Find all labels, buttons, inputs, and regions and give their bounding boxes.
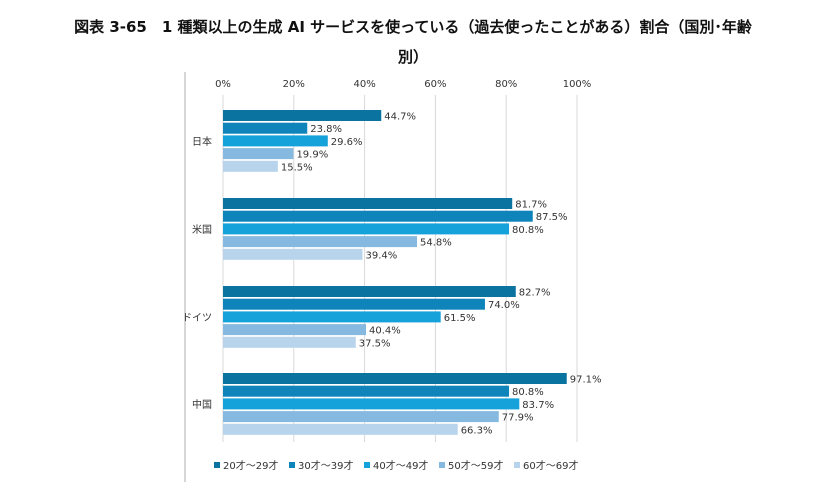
data-label: 54.8% bbox=[420, 238, 452, 249]
data-label: 19.9% bbox=[296, 150, 328, 161]
data-label: 15.5% bbox=[281, 162, 313, 173]
legend-swatch bbox=[439, 462, 445, 468]
data-label: 61.5% bbox=[444, 313, 476, 324]
data-label: 80.8% bbox=[512, 225, 544, 236]
data-label: 44.7% bbox=[384, 112, 416, 123]
bar bbox=[223, 210, 533, 222]
data-label: 39.4% bbox=[365, 250, 397, 261]
bar bbox=[223, 160, 278, 172]
bar bbox=[223, 286, 516, 297]
legend-swatch bbox=[214, 462, 220, 468]
x-tick-label: 100% bbox=[563, 79, 592, 90]
bar bbox=[223, 110, 382, 121]
x-tick-label: 60% bbox=[424, 79, 446, 90]
bar bbox=[223, 324, 367, 336]
legend-swatch bbox=[514, 462, 520, 468]
legend-label: 60才～69才 bbox=[523, 459, 578, 472]
data-label: 80.8% bbox=[512, 387, 544, 398]
chart-title-line1: 図表 3-65 1 種類以上の生成 AI サービスを使っている（過去使ったことが… bbox=[74, 18, 752, 36]
bar bbox=[223, 373, 567, 384]
category-label: 米国 bbox=[192, 223, 212, 236]
bar bbox=[223, 148, 294, 160]
chart-title: 図表 3-65 1 種類以上の生成 AI サービスを使っている（過去使ったことが… bbox=[0, 12, 826, 72]
data-label: 29.6% bbox=[331, 137, 363, 148]
bar bbox=[223, 298, 485, 310]
bar bbox=[223, 236, 417, 248]
legend-label: 30才～39才 bbox=[298, 459, 353, 472]
bar bbox=[223, 423, 458, 435]
data-label: 87.5% bbox=[536, 212, 568, 223]
category-label: ドイツ bbox=[182, 313, 212, 324]
data-label: 77.9% bbox=[502, 413, 534, 424]
data-label: 23.8% bbox=[310, 124, 342, 135]
data-label: 66.3% bbox=[461, 425, 493, 436]
legend-swatch bbox=[364, 462, 370, 468]
data-label: 83.7% bbox=[522, 400, 554, 411]
data-label: 81.7% bbox=[515, 200, 547, 211]
bar bbox=[223, 122, 308, 134]
chart-title-line2: 別） bbox=[397, 48, 428, 66]
legend-swatch bbox=[289, 462, 295, 468]
category-label: 中国 bbox=[192, 398, 212, 411]
bar bbox=[223, 135, 328, 147]
x-tick-label: 40% bbox=[353, 79, 375, 90]
bar bbox=[223, 223, 510, 235]
data-label: 82.7% bbox=[519, 288, 551, 299]
bar bbox=[223, 311, 441, 323]
legend-label: 40才～49才 bbox=[373, 459, 428, 472]
x-tick-label: 80% bbox=[495, 79, 517, 90]
bar bbox=[223, 385, 510, 397]
data-label: 74.0% bbox=[488, 300, 520, 311]
category-label: 日本 bbox=[192, 135, 212, 148]
data-label: 97.1% bbox=[570, 375, 602, 386]
legend-label: 20才～29才 bbox=[223, 459, 278, 472]
bar bbox=[223, 398, 520, 410]
legend-label: 50才～59才 bbox=[448, 459, 503, 472]
data-label: 37.5% bbox=[359, 338, 391, 349]
x-tick-label: 20% bbox=[283, 79, 305, 90]
bar bbox=[223, 248, 363, 260]
bar bbox=[223, 411, 499, 423]
bar bbox=[223, 198, 513, 209]
x-tick-label: 0% bbox=[215, 79, 231, 90]
data-label: 40.4% bbox=[369, 326, 401, 337]
bar bbox=[223, 336, 356, 348]
